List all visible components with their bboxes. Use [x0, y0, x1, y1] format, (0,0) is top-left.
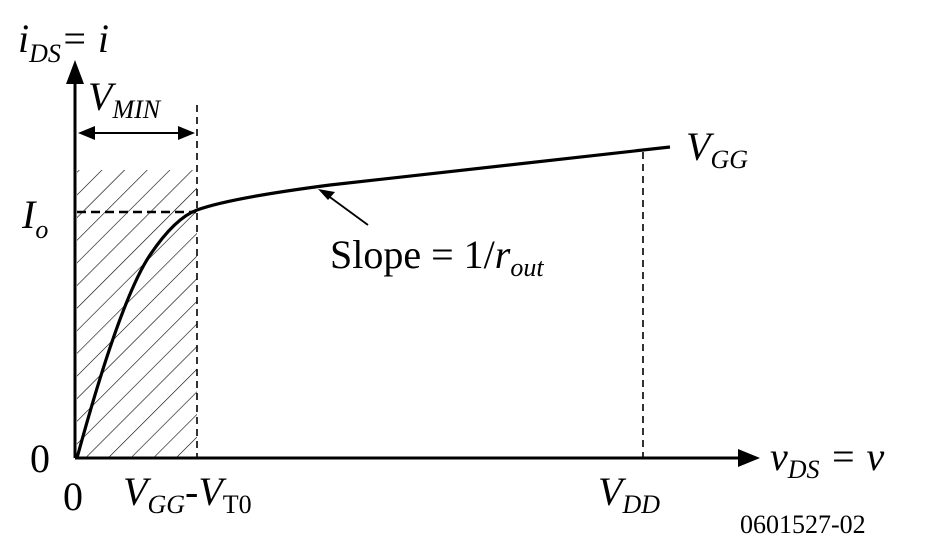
origin-zero-y-label: 0 — [30, 436, 50, 481]
vmin-label: VMIN — [88, 74, 162, 124]
hatched-region-vmin — [77, 170, 197, 458]
slope-pointer-line — [326, 194, 369, 226]
vmin-arrow-left-head — [78, 126, 95, 140]
x-axis-arrowhead — [738, 449, 760, 467]
vgg-minus-vt0-label: VGG-VT0 — [123, 469, 252, 519]
slope-pointer-arrowhead — [318, 189, 335, 200]
vgg-curve-label: VGG — [686, 124, 748, 174]
x-axis-label: vDS = v — [770, 434, 885, 484]
y-axis-arrowhead — [66, 60, 84, 84]
y-axis-label: iDS= i — [18, 16, 109, 68]
origin-zero-x-label: 0 — [63, 474, 83, 519]
slope-label: Slope = 1/rout — [330, 232, 544, 282]
iv-curve — [75, 145, 671, 459]
io-label: Io — [21, 192, 48, 244]
vdd-label: VDD — [598, 469, 660, 519]
figure-code: 0601527-02 — [740, 510, 866, 539]
vmin-arrow-right-head — [178, 126, 195, 140]
